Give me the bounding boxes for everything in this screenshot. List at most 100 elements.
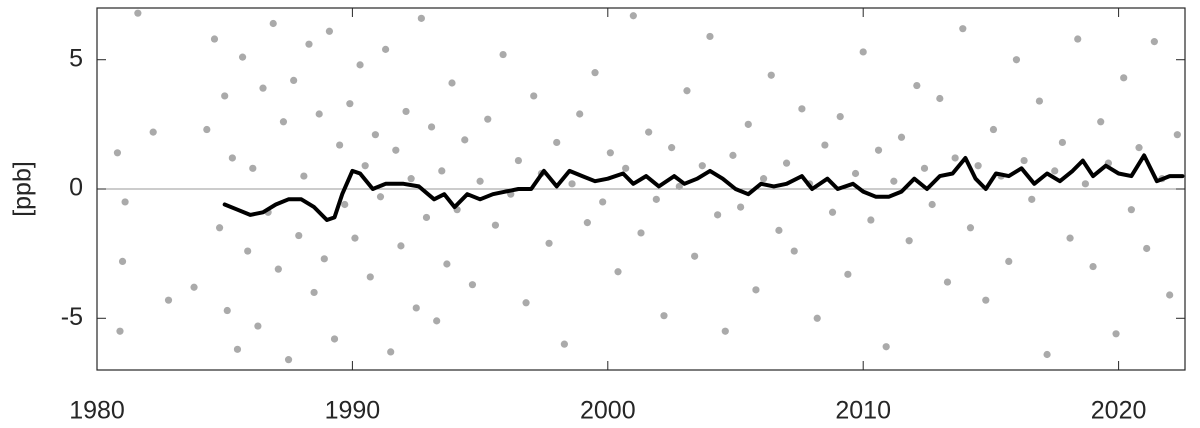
scatter-point (121, 198, 129, 206)
scatter-point (737, 203, 745, 211)
scatter-point (427, 123, 436, 131)
scatter-point (828, 208, 837, 216)
scatter-point (491, 221, 500, 229)
scatter-point (576, 110, 584, 118)
scatter-point (1120, 74, 1128, 82)
scatter-point (759, 175, 768, 183)
scatter-point (210, 35, 219, 43)
scatter-point (974, 162, 982, 170)
scatter-point (867, 216, 875, 224)
scatter-point (706, 32, 714, 41)
scatter-point (545, 239, 553, 247)
scatter-point (905, 237, 913, 245)
x-tick-label: 1990 (325, 397, 381, 425)
scatter-point (583, 219, 591, 227)
scatter-point (874, 146, 883, 154)
scatter-point (228, 154, 236, 162)
scatter-point (966, 224, 975, 232)
scatter-point (116, 327, 124, 335)
scatter-point (356, 61, 364, 69)
scatter-point (744, 120, 752, 128)
scatter-point (361, 162, 369, 170)
scatter-point (325, 27, 334, 35)
scatter-point (269, 19, 277, 28)
scatter-point (767, 71, 775, 79)
scatter-point (614, 268, 622, 276)
scatter-point (284, 356, 293, 364)
scatter-point (203, 125, 211, 134)
y-tick-label: -5 (61, 303, 83, 331)
scatter-point (775, 226, 783, 234)
scatter-point (407, 175, 415, 183)
scatter-point (134, 9, 142, 17)
scatter-point (164, 296, 173, 304)
scatter-point (279, 118, 288, 126)
scatter-point (1150, 38, 1158, 46)
scatter-point (637, 229, 645, 237)
scatter-point (221, 92, 229, 100)
scatter-point (346, 100, 354, 108)
scatter-point (1097, 118, 1105, 126)
scatter-point (622, 164, 630, 172)
scatter-point (844, 270, 852, 278)
scatter-point (752, 286, 760, 294)
scatter-point (1035, 97, 1044, 105)
scatter-point (721, 327, 729, 335)
scatter-point (530, 92, 538, 100)
scatter-point (1135, 144, 1143, 152)
scatter-point (330, 335, 339, 343)
scatter-point (522, 299, 530, 307)
scatter-point (336, 141, 344, 149)
scatter-point (1166, 291, 1174, 299)
scatter-point (1012, 56, 1021, 64)
scatter-point (233, 345, 242, 353)
scatter-point (959, 25, 967, 33)
scatter-point (798, 105, 806, 113)
scatter-point (1112, 330, 1120, 338)
scatter-point (1066, 234, 1074, 242)
scatter-point (402, 107, 410, 116)
scatter-point (392, 146, 400, 154)
scatter-point (936, 94, 944, 103)
scatter-point (1005, 257, 1013, 265)
scatter-point (422, 213, 431, 222)
scatter-point (244, 247, 252, 255)
scatter-point (652, 195, 660, 203)
scatter-point (560, 340, 568, 348)
scatter-point (295, 231, 303, 240)
scatter-point (249, 164, 257, 172)
scatter-point (476, 177, 484, 185)
scatter-point (310, 288, 318, 297)
scatter-point (1081, 180, 1089, 188)
scatter-point (438, 167, 446, 175)
scatter-point (691, 252, 699, 260)
scatter-point (675, 182, 683, 191)
scatter-point (790, 247, 798, 255)
scatter-point (290, 76, 298, 84)
scatter-point (890, 177, 898, 185)
scatter-point (433, 317, 441, 325)
scatter-point (599, 198, 607, 206)
scatter-point (412, 304, 420, 312)
y-tick-label: 0 (69, 174, 83, 202)
scatter-point (305, 40, 313, 48)
scatter-point (882, 343, 890, 351)
scatter-point (443, 260, 451, 268)
scatter-point (568, 180, 576, 188)
scatter-point (351, 234, 359, 242)
scatter-point (417, 14, 425, 22)
scatter-point (1074, 35, 1082, 43)
scatter-point (606, 149, 614, 157)
scatter-point (668, 144, 676, 152)
scatter-point (913, 81, 921, 90)
scatter-point (645, 128, 653, 136)
y-tick-label: 5 (69, 44, 83, 72)
scatter-point (341, 200, 349, 209)
scatter-point (300, 172, 308, 180)
scatter-point (943, 278, 952, 286)
scatter-point (223, 306, 231, 315)
scatter-point (514, 156, 523, 165)
scatter-point (1028, 195, 1036, 203)
scatter-point (591, 69, 599, 77)
